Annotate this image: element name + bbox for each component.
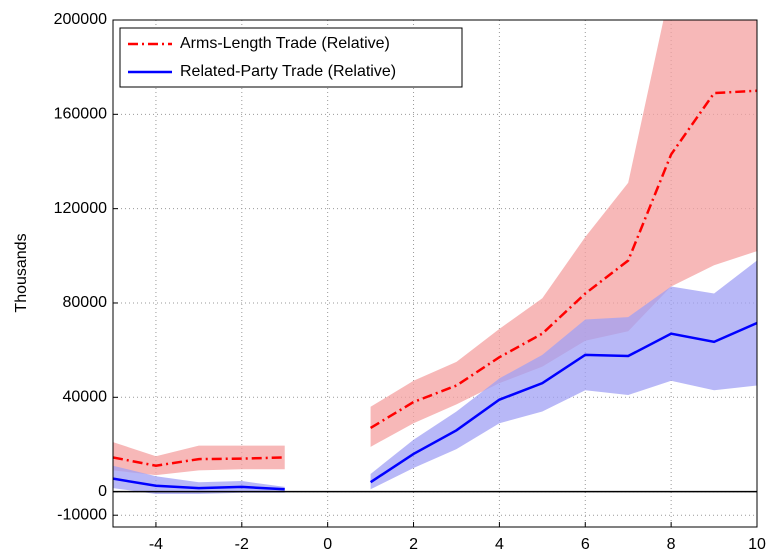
x-tick-label: 0 (323, 536, 332, 553)
x-tick-label: 2 (409, 536, 418, 553)
y-tick-label: 200000 (54, 11, 107, 28)
axes-frame (112, 19, 758, 528)
confidence-band (370, 20, 757, 447)
series-line (113, 89, 757, 467)
y-tick-label: 80000 (63, 294, 108, 311)
labels: -10000 0 40000 80000 120000 160000 200000 -4 -2 0… (54, 11, 766, 553)
y-tick-label: 120000 (54, 200, 107, 217)
x-tick-label: -2 (235, 536, 249, 553)
x-tick-label: -4 (149, 536, 163, 553)
legend-label: Arms-Length Trade (Relative) (180, 35, 390, 52)
y-tick-label: 0 (98, 483, 107, 500)
plot (113, 20, 757, 494)
x-tick-label: 4 (495, 536, 504, 553)
legend-label: Related-Party Trade (Relative) (180, 63, 396, 80)
confidence-band (370, 260, 757, 490)
y-axis-label: Thousands (13, 233, 30, 312)
x-tick-label: 10 (748, 536, 766, 553)
y-tick-label: 40000 (63, 389, 108, 406)
y-tick-label: 160000 (54, 106, 107, 123)
series-line (113, 321, 757, 491)
x-tick-label: 6 (581, 536, 590, 553)
x-tick-label: 8 (667, 536, 676, 553)
legend-box (119, 27, 463, 88)
y-tick-label: -10000 (57, 506, 107, 523)
